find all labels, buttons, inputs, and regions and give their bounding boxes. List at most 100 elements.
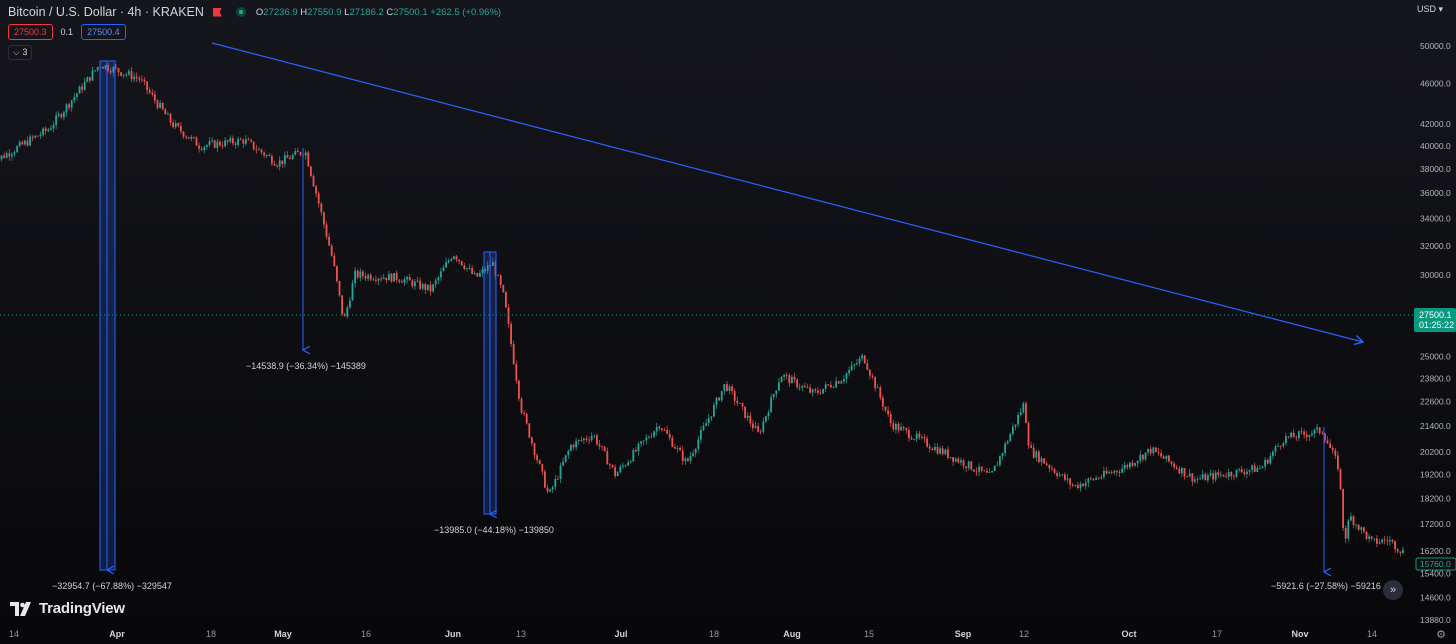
candle-body [1355,524,1358,526]
candle-body [44,128,47,132]
candle-body [89,77,91,81]
candle-body [481,269,484,273]
candle-body [1292,432,1295,438]
candle-body [947,449,949,458]
candle-body [1188,473,1191,477]
candle-body [299,152,302,155]
candle-body [1066,478,1069,480]
candle-body [512,343,515,365]
candle-body [723,384,726,392]
candle-body [629,461,632,463]
sell-button[interactable]: 27500.3 [8,24,53,40]
candle-body [245,139,247,144]
candle-body [18,141,21,147]
candle-body [679,447,682,451]
change-value: +262.5 (+0.96%) [430,6,502,18]
candle-body [1357,524,1360,530]
candle-body [1157,451,1160,454]
candle-body [476,273,479,277]
currency-selector[interactable]: USD ▾ [1416,4,1443,14]
candle-body [941,448,944,455]
scroll-to-realtime-button[interactable]: » [1383,580,1403,600]
candle-body [1256,468,1259,472]
candle-body [250,140,253,142]
candle-body [1259,467,1261,469]
candle-body [856,363,858,365]
candle-body [1113,470,1116,473]
candle-body [96,67,99,71]
candle-body [1334,450,1337,456]
candle-body [908,430,910,439]
candle-body [824,384,827,389]
candle-body [973,469,975,472]
price-tick-label: 13880.0 [1420,615,1451,625]
candle-body [1027,423,1030,446]
candle-body [351,283,354,301]
candle-body [479,272,481,277]
candle-body [624,465,627,467]
price-tick-label: 34000.0 [1420,214,1451,224]
candle-body [1191,473,1194,482]
candle-body [398,280,401,282]
measure-label-2: −14538.9 (−36.34%) −145389 [246,361,366,371]
settings-gear-icon[interactable]: ⚙ [1436,629,1446,641]
candle-body [668,433,671,438]
candle-body [328,236,331,246]
candle-body [593,435,596,437]
candle-body [772,394,775,398]
candle-body [655,426,658,432]
candle-body [993,465,996,471]
candle-body [297,150,299,153]
candle-body [585,438,588,440]
flag-icon[interactable] [212,7,222,17]
price-tick-label: 30000.0 [1420,270,1451,280]
candle-body [94,70,97,72]
time-tick-label: Sep [955,629,972,639]
candle-body [336,266,338,282]
candle-body [983,470,986,472]
trendline[interactable] [211,42,1363,342]
candle-body [1324,433,1326,441]
candle-body [1235,469,1238,477]
time-tick-label: 13 [516,629,526,639]
candle-body [307,152,310,167]
candle-body [523,412,526,414]
candle-body [1043,458,1046,464]
candle-body [1090,478,1092,480]
candle-body [104,65,107,69]
candle-body [918,433,921,438]
candle-body [528,423,531,438]
candle-body [1053,469,1056,473]
candle-body [1365,531,1368,539]
candle-body [1040,458,1043,463]
candle-body [239,138,242,140]
candle-body [1337,455,1339,470]
candle-body [1162,456,1165,459]
candle-body [1118,472,1121,473]
candle-body [65,104,68,113]
indicators-toggle-button[interactable]: ⌵ 3 [8,45,33,60]
buy-button[interactable]: 27500.4 [81,24,126,40]
candle-body [8,153,11,157]
candle-body [882,397,884,407]
current-price-label: 27500.1 01:25:22 [1414,308,1456,332]
tradingview-logo[interactable]: TradingView [10,600,125,617]
candle-body [1092,478,1095,480]
time-axis[interactable]: 14 Apr 18 May 16 Jun 13 Jul 18 Aug 15 Sep 12 Oct 17 Nov… [9,629,1377,639]
symbol-title[interactable]: Bitcoin / U.S. Dollar · 4h · KRAKEN [8,5,204,19]
candle-body [284,155,286,164]
candle-body [1105,470,1108,474]
candle-body [1048,465,1051,469]
candle-body [1149,448,1152,454]
candle-body [510,323,513,344]
candle-body [109,70,112,73]
price-tick-label: 42000.0 [1420,119,1451,129]
candle-body [1212,473,1215,480]
time-tick-label: Aug [783,629,801,639]
price-axis[interactable]: 50000.0 46000.0 42000.0 40000.0 38000.0 36000… [1420,41,1451,625]
spread-value: 0.1 [60,27,74,37]
candle-body [1243,472,1246,475]
candle-body [1279,445,1282,447]
price-tick-label: 14600.0 [1420,592,1451,602]
